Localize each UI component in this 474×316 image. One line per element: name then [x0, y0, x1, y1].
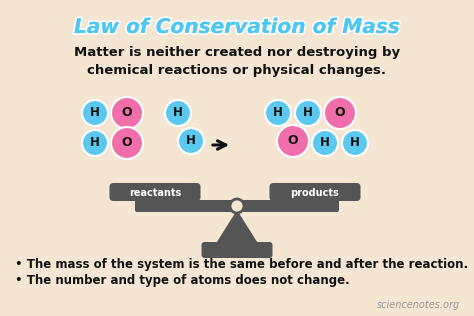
Text: Law of Conservation of Mass: Law of Conservation of Mass	[74, 18, 400, 37]
Ellipse shape	[265, 100, 291, 126]
Ellipse shape	[342, 130, 368, 156]
Text: • The number and type of atoms does not change.: • The number and type of atoms does not …	[15, 274, 350, 287]
Text: O: O	[122, 137, 132, 149]
Ellipse shape	[295, 100, 321, 126]
Text: O: O	[335, 106, 346, 119]
Text: reactants: reactants	[129, 188, 181, 198]
Ellipse shape	[277, 125, 309, 157]
Polygon shape	[215, 210, 259, 245]
FancyBboxPatch shape	[201, 242, 273, 258]
Text: H: H	[186, 135, 196, 148]
Ellipse shape	[82, 130, 108, 156]
Text: sciencenotes.org: sciencenotes.org	[377, 300, 460, 310]
Text: O: O	[288, 135, 298, 148]
FancyBboxPatch shape	[135, 200, 339, 212]
Ellipse shape	[82, 100, 108, 126]
Text: Matter is neither created nor destroying by
chemical reactions or physical chang: Matter is neither created nor destroying…	[74, 46, 400, 77]
Text: H: H	[90, 137, 100, 149]
Text: H: H	[320, 137, 330, 149]
FancyBboxPatch shape	[109, 183, 201, 201]
FancyBboxPatch shape	[270, 183, 361, 201]
Ellipse shape	[324, 97, 356, 129]
Text: H: H	[273, 106, 283, 119]
Text: H: H	[173, 106, 183, 119]
Text: O: O	[122, 106, 132, 119]
Ellipse shape	[178, 128, 204, 154]
Text: H: H	[303, 106, 313, 119]
Text: products: products	[291, 188, 339, 198]
Ellipse shape	[165, 100, 191, 126]
Text: H: H	[90, 106, 100, 119]
Ellipse shape	[111, 127, 143, 159]
Text: • The mass of the system is the same before and after the reaction.: • The mass of the system is the same bef…	[15, 258, 468, 271]
Text: H: H	[350, 137, 360, 149]
Ellipse shape	[230, 199, 244, 213]
Ellipse shape	[111, 97, 143, 129]
Ellipse shape	[312, 130, 338, 156]
